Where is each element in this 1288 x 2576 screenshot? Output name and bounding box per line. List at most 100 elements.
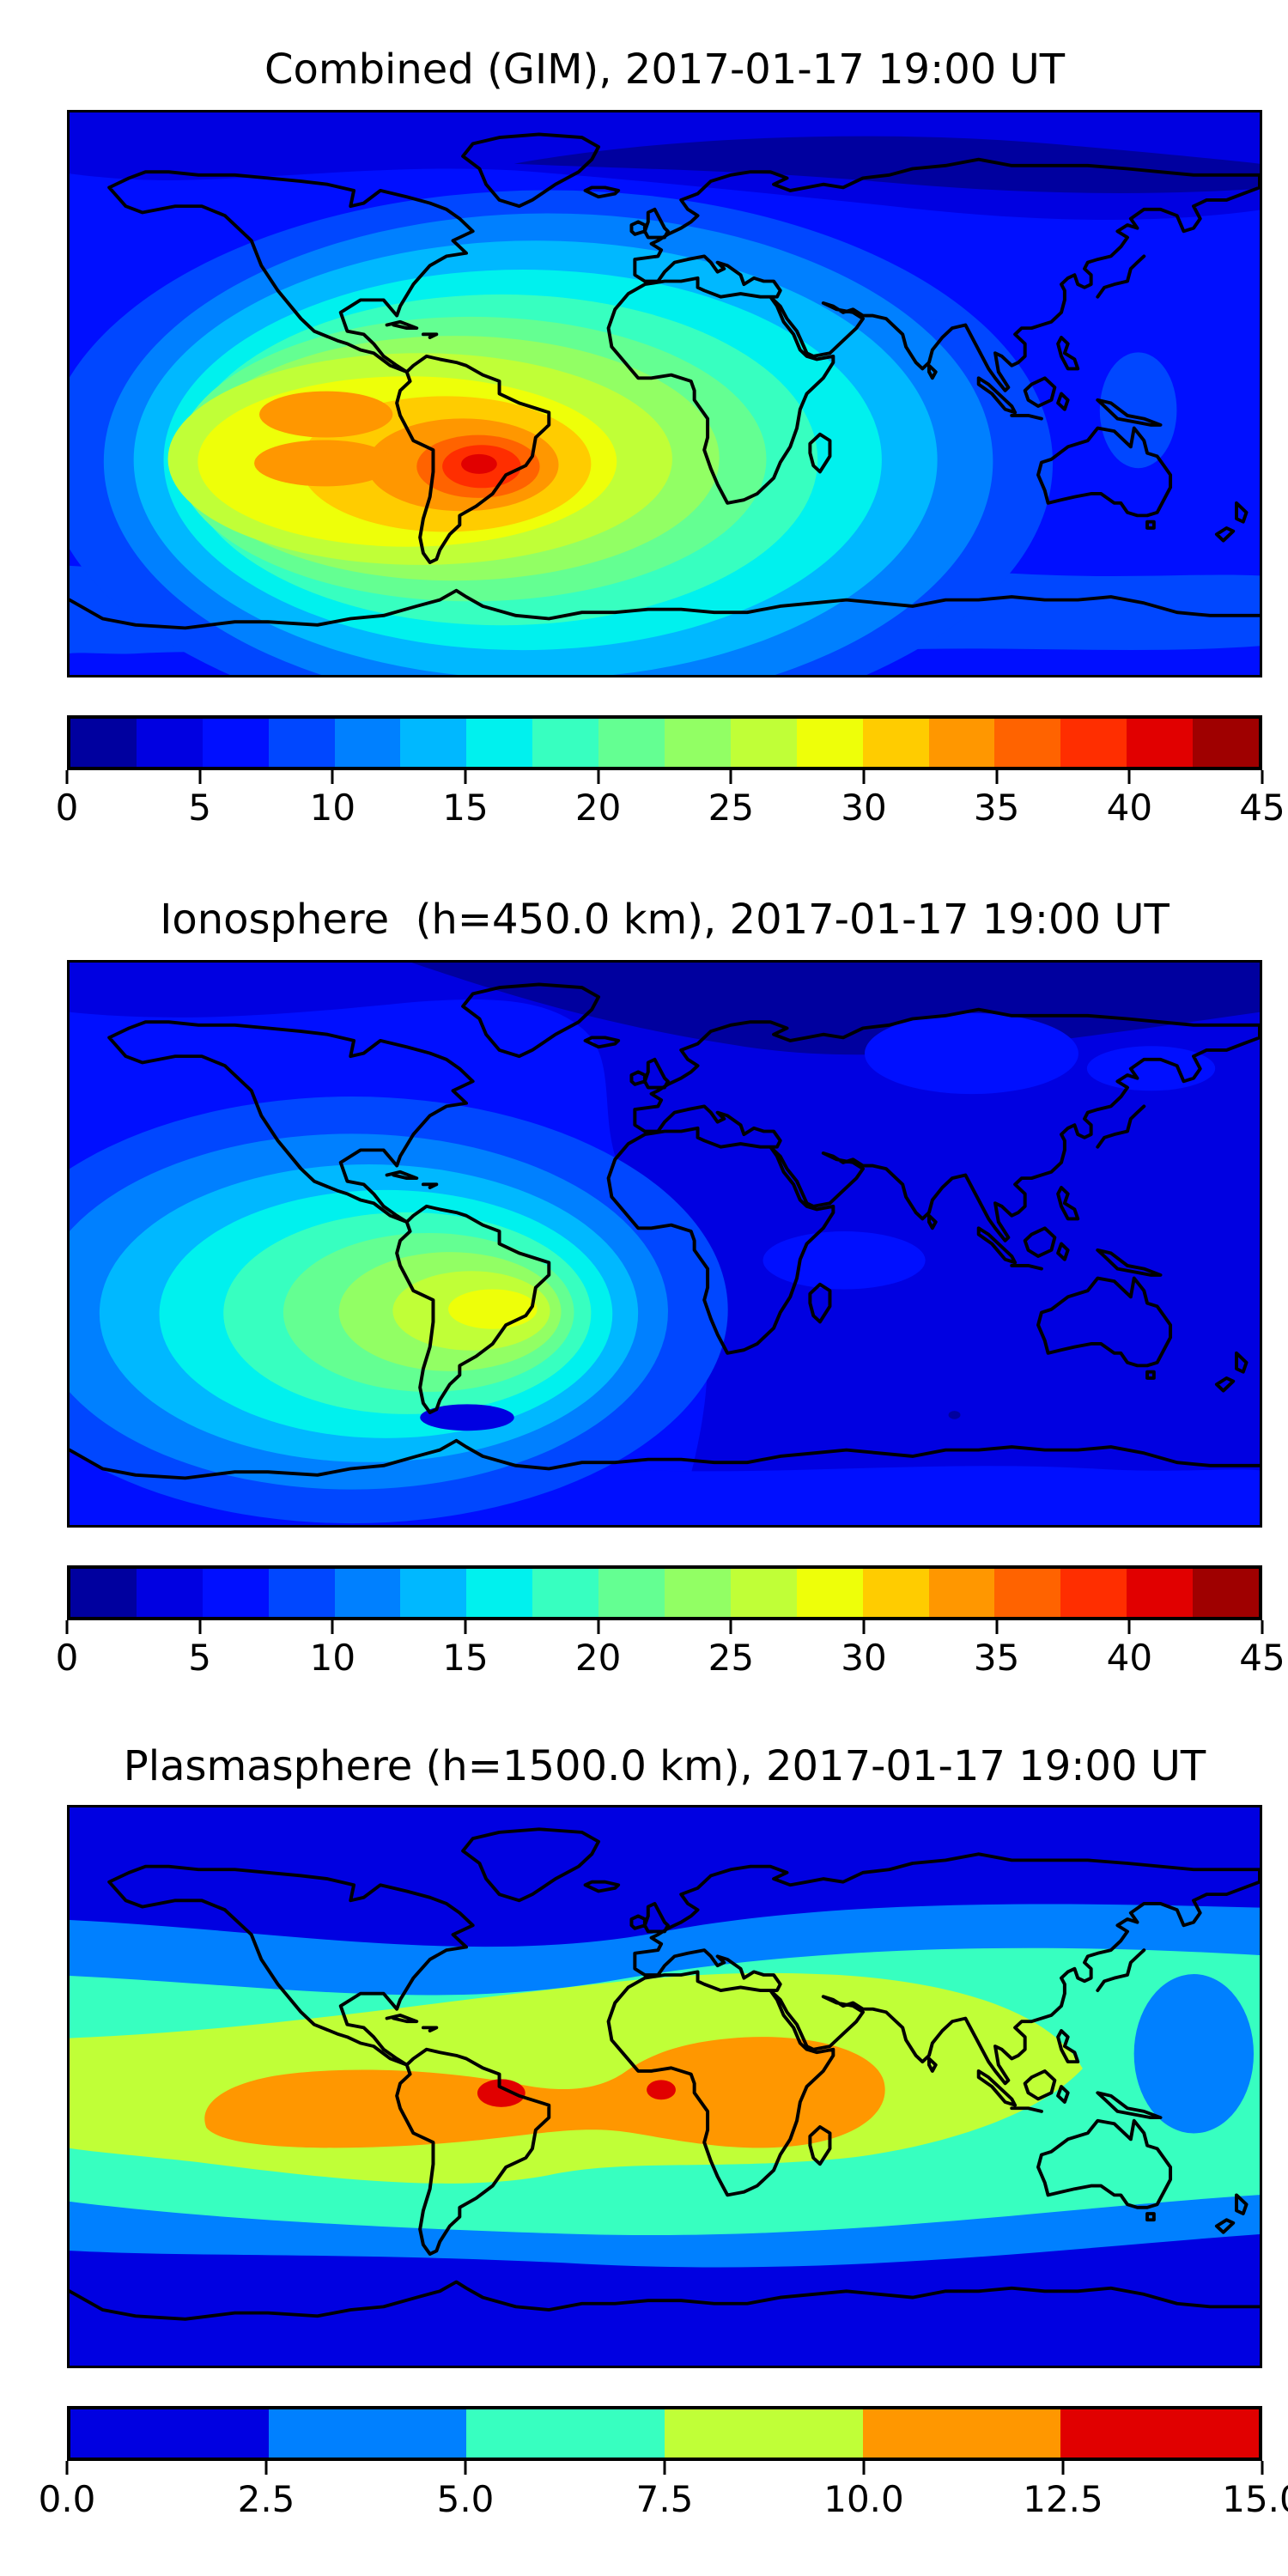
colorbar-tick-label: 35 bbox=[973, 1637, 1020, 1679]
contour-map-canvas bbox=[70, 1807, 1260, 2366]
colorbar-tick-mark bbox=[995, 1620, 999, 1634]
colorbar-segment bbox=[928, 719, 995, 767]
colorbar-tick-mark bbox=[331, 1620, 334, 1634]
map-combined-gim bbox=[67, 110, 1262, 677]
colorbar-segment bbox=[1193, 1569, 1260, 1617]
colorbar-tick-mark bbox=[198, 770, 202, 784]
contour-band bbox=[477, 2079, 526, 2107]
contour-band bbox=[420, 1404, 514, 1431]
colorbar-tick-mark bbox=[331, 770, 334, 784]
contour-band bbox=[259, 391, 393, 438]
colorbar-segment bbox=[862, 1569, 929, 1617]
colorbar-tick-label: 45 bbox=[1239, 1637, 1285, 1679]
colorbar-tick-label: 35 bbox=[973, 787, 1020, 829]
contour-band bbox=[1086, 1046, 1216, 1091]
colorbar-tick-mark bbox=[663, 2461, 666, 2475]
colorbar-tick-mark bbox=[597, 1620, 600, 1634]
colorbar-tick-mark bbox=[862, 2461, 866, 2475]
colorbar-tick-label: 5 bbox=[188, 1637, 212, 1679]
colorbar-segment bbox=[862, 719, 929, 767]
coastline-path bbox=[70, 132, 1260, 630]
colorbar-tick-label: 20 bbox=[574, 1637, 622, 1679]
colorbar-tick-label: 5.0 bbox=[436, 2478, 495, 2520]
panel-title-plasmasphere: Plasmasphere (h=1500.0 km), 2017-01-17 1… bbox=[123, 1742, 1206, 1790]
colorbar-tick-label: 0 bbox=[55, 787, 79, 829]
colorbar-segment bbox=[70, 1569, 137, 1617]
contour-map-canvas bbox=[70, 112, 1260, 675]
colorbar-tick-mark bbox=[1261, 2461, 1264, 2475]
colorbar-tick-mark bbox=[995, 770, 999, 784]
contour-map-canvas bbox=[70, 963, 1260, 1525]
colorbar-segment bbox=[1060, 719, 1127, 767]
colorbar-ionosphere bbox=[67, 1565, 1262, 1620]
contour-band bbox=[461, 453, 497, 474]
colorbar-tick-labels: 0 5 10 15 20 25 30 35 40 45 bbox=[56, 1637, 1285, 1681]
colorbar-ticks bbox=[65, 2461, 1264, 2478]
map-ionosphere bbox=[67, 960, 1262, 1528]
colorbar-segment bbox=[665, 1569, 731, 1617]
colorbar-segment bbox=[1060, 1569, 1127, 1617]
colorbar-tick-label: 15 bbox=[442, 787, 489, 829]
map-plasmasphere bbox=[67, 1805, 1262, 2368]
colorbar-tick-mark bbox=[729, 1620, 732, 1634]
colorbar-tick-mark bbox=[464, 770, 467, 784]
colorbar-segment bbox=[202, 1569, 269, 1617]
colorbar-segment bbox=[730, 1569, 797, 1617]
colorbar-segment bbox=[466, 719, 533, 767]
colorbar-tick-mark bbox=[264, 2461, 268, 2475]
colorbar-segment bbox=[334, 719, 401, 767]
colorbar-tick-label: 2.5 bbox=[237, 2478, 295, 2520]
contour-band bbox=[647, 2080, 676, 2100]
colorbar-segment bbox=[1127, 1569, 1194, 1617]
colorbar-segment bbox=[268, 1569, 335, 1617]
colorbar-tick-mark bbox=[464, 2461, 467, 2475]
colorbar-tick-mark bbox=[1127, 1620, 1131, 1634]
colorbar-tick-label: 10 bbox=[309, 787, 356, 829]
colorbar-tick-label: 25 bbox=[708, 1637, 755, 1679]
contour-band bbox=[864, 1012, 1078, 1095]
colorbar-tick-mark bbox=[1061, 2461, 1065, 2475]
colorbar-tick-label: 40 bbox=[1106, 1637, 1153, 1679]
colorbar-segment bbox=[268, 719, 335, 767]
panel-title-combined: Combined (GIM), 2017-01-17 19:00 UT bbox=[264, 46, 1066, 94]
colorbar-segment bbox=[1193, 719, 1260, 767]
colorbar-segment bbox=[136, 719, 203, 767]
colorbar-segment bbox=[598, 719, 665, 767]
contour-band bbox=[762, 1231, 926, 1290]
contour-band bbox=[448, 1289, 538, 1329]
colorbar-tick-mark bbox=[1261, 770, 1264, 784]
colorbar-tick-label: 20 bbox=[574, 787, 622, 829]
colorbar-tick-mark bbox=[862, 1620, 866, 1634]
colorbar-tick-label: 0 bbox=[55, 1637, 79, 1679]
colorbar-segment bbox=[334, 1569, 401, 1617]
coastline-path bbox=[70, 982, 1260, 1480]
colorbar-segment bbox=[268, 2409, 467, 2458]
colorbar-tick-label: 5 bbox=[188, 787, 212, 829]
colorbar-segment bbox=[994, 1569, 1061, 1617]
colorbar-tick-mark bbox=[198, 1620, 202, 1634]
colorbar-tick-mark bbox=[729, 770, 732, 784]
colorbar-segment bbox=[994, 719, 1061, 767]
colorbar-tick-mark bbox=[862, 770, 866, 784]
colorbar-tick-mark bbox=[597, 770, 600, 784]
colorbar-tick-mark bbox=[1261, 1620, 1264, 1634]
colorbar-segment bbox=[796, 719, 863, 767]
colorbar-tick-label: 0.0 bbox=[38, 2478, 96, 2520]
contour-band bbox=[1133, 1974, 1255, 2134]
colorbar-segment bbox=[1060, 2409, 1260, 2458]
colorbar-tick-mark bbox=[464, 1620, 467, 1634]
contour-band bbox=[254, 440, 395, 487]
colorbar-tick-label: 10.0 bbox=[823, 2478, 904, 2520]
colorbar-ticks bbox=[65, 1620, 1264, 1637]
colorbar-segment bbox=[136, 1569, 203, 1617]
contour-band bbox=[948, 1411, 961, 1419]
colorbar-tick-label: 40 bbox=[1106, 787, 1153, 829]
contour-band bbox=[1099, 352, 1177, 469]
colorbar-segment bbox=[796, 1569, 863, 1617]
colorbar-ticks bbox=[65, 770, 1264, 787]
colorbar-tick-label: 45 bbox=[1239, 787, 1285, 829]
colorbar-segment bbox=[598, 1569, 665, 1617]
colorbar-tick-label: 10 bbox=[309, 1637, 356, 1679]
colorbar-segment bbox=[70, 719, 137, 767]
contour-band bbox=[513, 136, 1260, 193]
